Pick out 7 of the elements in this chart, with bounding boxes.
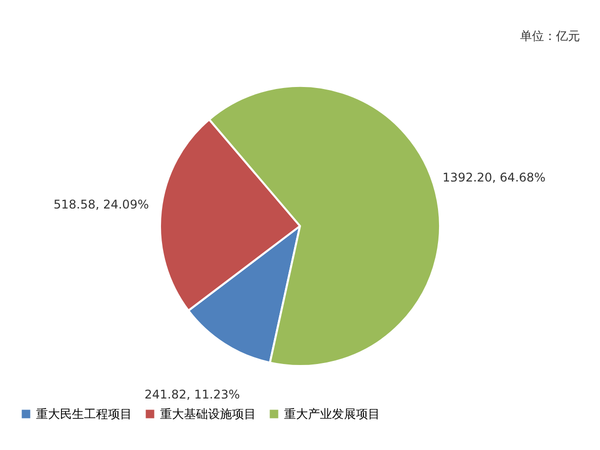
legend-label: 重大基础设施项目 bbox=[160, 407, 256, 421]
legend-label: 重大民生工程项目 bbox=[36, 407, 132, 421]
data-label: 241.82, 11.23% bbox=[144, 387, 240, 402]
data-label: 1392.20, 64.68% bbox=[442, 170, 546, 185]
legend-label: 重大产业发展项目 bbox=[284, 407, 380, 421]
data-label: 518.58, 24.09% bbox=[53, 197, 149, 212]
text: 单位：亿元 bbox=[520, 29, 580, 43]
